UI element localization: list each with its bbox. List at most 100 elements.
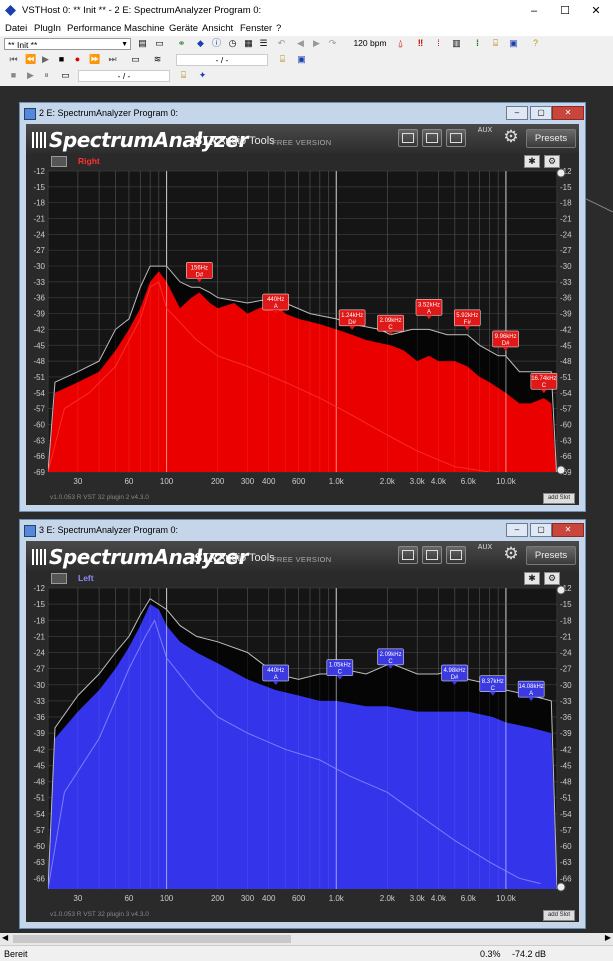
chip-icon[interactable]: ▦: [244, 38, 253, 48]
aux-button[interactable]: AUX: [474, 127, 496, 147]
open-folder-icon[interactable]: ⌸: [492, 38, 499, 48]
view-mode-button-1[interactable]: [398, 546, 418, 564]
plugin-minimize-button[interactable]: –: [506, 106, 528, 120]
keyboard-icon[interactable]: ▥: [452, 38, 461, 48]
close-button[interactable]: ✕: [591, 5, 601, 17]
scroll-thumb[interactable]: [13, 935, 291, 943]
play-icon[interactable]: ▶: [42, 54, 49, 64]
loop-icon[interactable]: ▭: [131, 54, 140, 64]
presets-button[interactable]: Presets: [526, 546, 576, 565]
redo-icon[interactable]: ↷: [328, 38, 337, 48]
settings-small-icon[interactable]: ⚙: [544, 155, 560, 168]
plugin-maximize-button[interactable]: ▢: [530, 523, 552, 537]
link-icon[interactable]: ⚭: [177, 38, 186, 48]
add-slot-button[interactable]: add Slot: [542, 493, 575, 504]
forward-icon[interactable]: ⏩: [89, 54, 101, 64]
spectrum-graph[interactable]: -12 -12 -15 -15 -18 -18 -21 -21 -24 -24 -27 -27 -30 -…: [26, 168, 579, 493]
list-icon[interactable]: ☰: [259, 38, 268, 48]
new-icon[interactable]: ▭: [155, 38, 164, 48]
freeze-icon[interactable]: ✱: [524, 155, 540, 168]
maximize-button[interactable]: ☐: [560, 5, 570, 17]
plugin-titlebar[interactable]: 3 E: SpectrumAnalyzer Program 0: – ▢ ✕: [20, 520, 585, 540]
stop-icon[interactable]: ■: [58, 54, 65, 64]
record-icon[interactable]: ●: [74, 54, 81, 64]
plugin-minimize-button[interactable]: –: [506, 523, 528, 537]
undo-icon[interactable]: ↶: [277, 38, 286, 48]
plugin-close-button[interactable]: ✕: [552, 106, 584, 120]
position-field-1[interactable]: - / -: [176, 54, 268, 66]
midi-in-icon[interactable]: ⁞: [437, 38, 440, 48]
arrow-right-icon[interactable]: ▶: [313, 38, 320, 48]
save-wave-icon[interactable]: ▣: [297, 54, 306, 64]
player-pause-icon[interactable]: ⏸: [44, 70, 49, 80]
machine-icon[interactable]: ▤: [138, 38, 147, 48]
horizontal-scrollbar[interactable]: ◀ ▶: [0, 933, 613, 945]
plugin-titlebar[interactable]: 2 E: SpectrumAnalyzer Program 0: – ▢ ✕: [20, 103, 585, 123]
open-wave-icon[interactable]: ⌸: [279, 54, 286, 64]
channel-select-button[interactable]: [51, 156, 67, 167]
menu-datei[interactable]: Datei: [5, 23, 28, 34]
presets-button[interactable]: Presets: [526, 129, 576, 148]
minimize-button[interactable]: –: [530, 5, 538, 17]
info-icon[interactable]: ⓘ: [211, 38, 221, 48]
menu-maschine[interactable]: Maschine: [124, 23, 165, 34]
scroll-right-icon[interactable]: ▶: [604, 933, 611, 942]
metronome-icon[interactable]: ⍙: [397, 38, 404, 48]
player-play-icon[interactable]: ▶: [27, 70, 34, 80]
player-open-icon[interactable]: ⌸: [180, 70, 187, 80]
channel-select-button[interactable]: [51, 573, 67, 584]
wave-icon[interactable]: ≋: [153, 54, 162, 64]
diamond-icon[interactable]: ◆: [197, 38, 204, 48]
menu-geraete[interactable]: Geräte: [169, 23, 199, 34]
clock-icon[interactable]: ◷: [228, 38, 237, 48]
menu-fenster[interactable]: Fenster: [240, 23, 273, 34]
view-mode-button-1[interactable]: [398, 129, 418, 147]
player-marker-icon[interactable]: ✦: [198, 70, 207, 80]
help-icon[interactable]: ?: [532, 38, 538, 48]
gear-icon[interactable]: ⚙: [503, 127, 519, 146]
position-field-2[interactable]: - / -: [78, 70, 170, 82]
forward-end-icon[interactable]: ⏭: [108, 54, 117, 64]
menu-ansicht[interactable]: Ansicht: [202, 23, 234, 34]
menu-performance[interactable]: Performance: [67, 23, 122, 34]
view-mode-button-2[interactable]: [422, 546, 442, 564]
spectrum-graph[interactable]: -12 -12 -15 -15 -18 -18 -21 -21 -24 -24 -27 -27 -30 -…: [26, 585, 579, 910]
plugin-maximize-button[interactable]: ▢: [530, 106, 552, 120]
menu-plugin[interactable]: PlugIn: [34, 23, 61, 34]
menu-help[interactable]: ?: [276, 23, 282, 34]
plugin-window-left[interactable]: 3 E: SpectrumAnalyzer Program 0: – ▢ ✕ Spect…: [19, 519, 586, 929]
plugin-window-right[interactable]: 2 E: SpectrumAnalyzer Program 0: – ▢ ✕ Spect…: [19, 102, 586, 512]
rewind-start-icon[interactable]: ⏮: [9, 54, 18, 64]
sync-icon[interactable]: ‼: [417, 38, 424, 48]
aux-button[interactable]: AUX: [474, 544, 496, 564]
meter-icon[interactable]: ⁞: [476, 38, 479, 48]
rewind-icon[interactable]: ⏪: [25, 54, 37, 64]
player-loop-icon[interactable]: ▭: [61, 70, 70, 80]
view-mode-button-2[interactable]: [422, 129, 442, 147]
view-mode-button-3[interactable]: [446, 129, 466, 147]
view-mode-button-3[interactable]: [446, 546, 466, 564]
freeze-icon[interactable]: ✱: [524, 572, 540, 585]
gear-icon[interactable]: ⚙: [503, 544, 519, 563]
add-slot-button[interactable]: add Slot: [542, 910, 575, 921]
plugin-close-button[interactable]: ✕: [552, 523, 584, 537]
bpm-display[interactable]: 120 bpm: [353, 38, 387, 48]
settings-small-icon[interactable]: ⚙: [544, 572, 560, 585]
save-icon[interactable]: ▣: [509, 38, 518, 48]
scroll-left-icon[interactable]: ◀: [2, 933, 9, 942]
player-stop-icon[interactable]: ■: [10, 70, 17, 80]
performance-combo[interactable]: ** Init ** ▼: [4, 38, 131, 50]
